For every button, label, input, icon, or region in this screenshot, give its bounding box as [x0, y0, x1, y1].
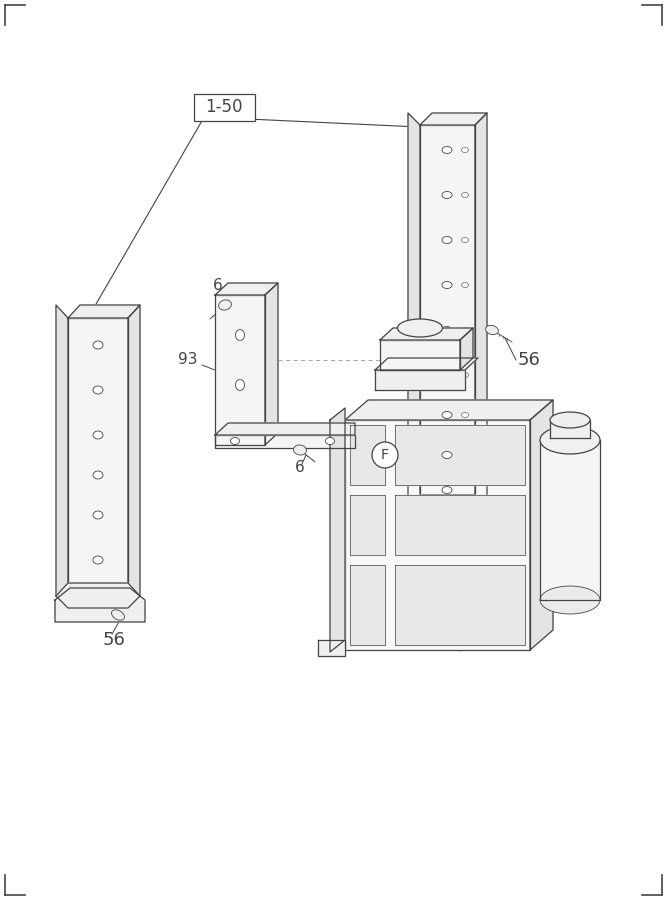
Ellipse shape [235, 380, 245, 391]
Polygon shape [395, 565, 525, 645]
Text: 56: 56 [518, 351, 541, 369]
Ellipse shape [442, 192, 452, 199]
Polygon shape [395, 425, 525, 485]
Ellipse shape [462, 328, 468, 332]
Ellipse shape [462, 412, 468, 418]
Ellipse shape [442, 487, 452, 493]
Polygon shape [420, 113, 487, 125]
Ellipse shape [442, 372, 452, 379]
Polygon shape [475, 113, 487, 520]
Text: 56: 56 [103, 631, 126, 649]
Ellipse shape [219, 300, 231, 310]
Polygon shape [540, 440, 600, 600]
Ellipse shape [462, 193, 468, 197]
Ellipse shape [442, 147, 452, 154]
Ellipse shape [93, 386, 103, 394]
Ellipse shape [93, 471, 103, 479]
Ellipse shape [462, 238, 468, 242]
Polygon shape [350, 495, 385, 555]
Polygon shape [215, 423, 355, 435]
Polygon shape [380, 328, 473, 340]
FancyBboxPatch shape [193, 94, 255, 121]
Polygon shape [408, 495, 487, 520]
Polygon shape [68, 305, 140, 318]
Polygon shape [460, 328, 473, 370]
Text: F: F [381, 448, 389, 462]
Ellipse shape [540, 426, 600, 454]
Ellipse shape [462, 283, 468, 287]
Polygon shape [56, 583, 140, 608]
Polygon shape [530, 400, 553, 650]
Text: 6: 6 [213, 277, 223, 292]
Ellipse shape [442, 237, 452, 244]
Polygon shape [345, 400, 553, 420]
Ellipse shape [462, 373, 468, 377]
Ellipse shape [442, 452, 452, 458]
Text: 6: 6 [295, 461, 305, 475]
Polygon shape [375, 370, 465, 390]
Polygon shape [375, 358, 478, 370]
Ellipse shape [398, 319, 442, 337]
Polygon shape [265, 283, 278, 445]
Polygon shape [215, 295, 265, 445]
Ellipse shape [93, 511, 103, 519]
Polygon shape [395, 495, 525, 555]
Polygon shape [215, 283, 278, 295]
Ellipse shape [111, 610, 125, 620]
Polygon shape [550, 420, 590, 438]
Polygon shape [408, 113, 420, 520]
Text: 1-50: 1-50 [205, 98, 243, 116]
Ellipse shape [462, 148, 468, 152]
Ellipse shape [442, 411, 452, 418]
Ellipse shape [231, 437, 239, 445]
Ellipse shape [93, 431, 103, 439]
Ellipse shape [293, 445, 306, 455]
Circle shape [372, 442, 398, 468]
Polygon shape [128, 305, 140, 608]
Ellipse shape [550, 412, 590, 428]
Ellipse shape [540, 586, 600, 614]
Polygon shape [215, 435, 355, 448]
Polygon shape [350, 565, 385, 645]
Polygon shape [330, 408, 345, 652]
Polygon shape [68, 318, 128, 608]
Polygon shape [380, 340, 460, 370]
Ellipse shape [235, 329, 245, 340]
Ellipse shape [442, 282, 452, 289]
Polygon shape [55, 588, 145, 622]
Polygon shape [345, 420, 530, 650]
Ellipse shape [442, 327, 452, 334]
Polygon shape [56, 305, 68, 608]
Polygon shape [420, 125, 475, 520]
Ellipse shape [325, 437, 334, 445]
Ellipse shape [93, 341, 103, 349]
Polygon shape [350, 425, 385, 485]
Ellipse shape [93, 556, 103, 564]
Text: 93: 93 [178, 353, 197, 367]
Polygon shape [318, 640, 345, 656]
Ellipse shape [486, 325, 498, 335]
